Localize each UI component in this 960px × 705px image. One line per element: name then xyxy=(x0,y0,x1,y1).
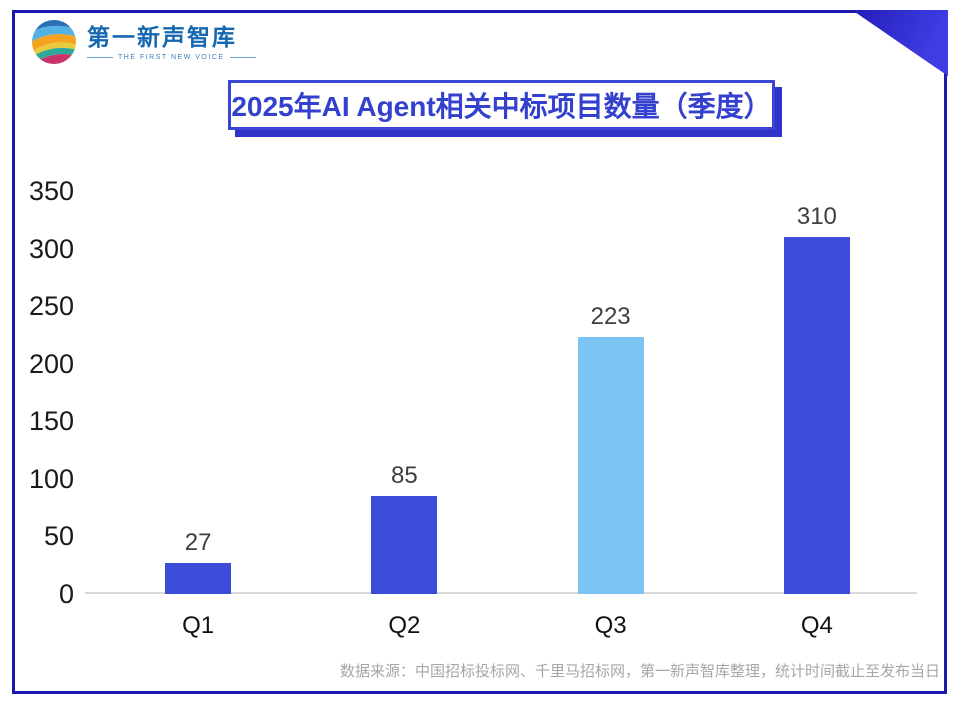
x-tick-label-q2: Q2 xyxy=(388,612,421,639)
bar-slot: 27 xyxy=(95,529,301,594)
x-tick-label-q1: Q1 xyxy=(182,612,215,639)
plot-area: 27 85 223 310 xyxy=(95,190,920,594)
bar-value-label: 223 xyxy=(590,303,631,330)
bar-slot: 223 xyxy=(508,303,714,594)
x-tick-label-q4: Q4 xyxy=(800,612,833,639)
page-border-frame xyxy=(12,10,947,694)
bar-value-label: 27 xyxy=(184,529,212,556)
y-tick-label: 200 xyxy=(28,348,74,379)
bar-q2 xyxy=(371,496,438,594)
bar-q1 xyxy=(165,563,232,594)
x-axis-line xyxy=(85,592,917,594)
bar-slot: 310 xyxy=(714,203,920,594)
brand-globe-icon xyxy=(32,20,76,64)
brand-tagline-text: THE FIRST NEW VOICE xyxy=(118,53,225,61)
brand-text-block: 第一新声智库 THE FIRST NEW VOICE xyxy=(87,24,256,61)
tagline-line-right xyxy=(229,56,256,58)
bar-slot: 85 xyxy=(301,462,507,594)
y-tick-label: 150 xyxy=(28,406,74,437)
brand-logo: 第一新声智库 THE FIRST NEW VOICE xyxy=(30,18,256,66)
bar-value-label: 310 xyxy=(796,203,837,230)
x-tick-label-q3: Q3 xyxy=(594,612,627,639)
y-tick-label: 350 xyxy=(28,176,74,206)
data-source-note: 数据来源：中国招标投标网、千里马招标网，第一新声智库整理，统计时间截止至发布当日 xyxy=(339,663,940,680)
y-tick-label: 100 xyxy=(28,463,74,494)
y-tick-label: 300 xyxy=(28,233,74,264)
y-axis-labels: 0 50 100 150 200 250 300 350 xyxy=(12,177,74,608)
y-tick-label: 250 xyxy=(28,291,74,322)
bar-q4 xyxy=(783,237,850,594)
brand-name: 第一新声智库 xyxy=(87,23,237,50)
y-tick-label: 50 xyxy=(43,521,74,552)
brand-tagline-row: THE FIRST NEW VOICE xyxy=(87,54,256,61)
chart-title: 2025年AI Agent相关中标项目数量（季度） xyxy=(231,91,772,122)
chart-title-box: 2025年AI Agent相关中标项目数量（季度） xyxy=(228,80,775,130)
y-tick-label: 0 xyxy=(58,579,74,609)
bar-q3 xyxy=(577,337,644,594)
bar-value-label: 85 xyxy=(391,462,418,489)
x-axis-labels: Q1 Q2 Q3 Q4 xyxy=(95,612,920,640)
tagline-line-left xyxy=(87,56,113,58)
